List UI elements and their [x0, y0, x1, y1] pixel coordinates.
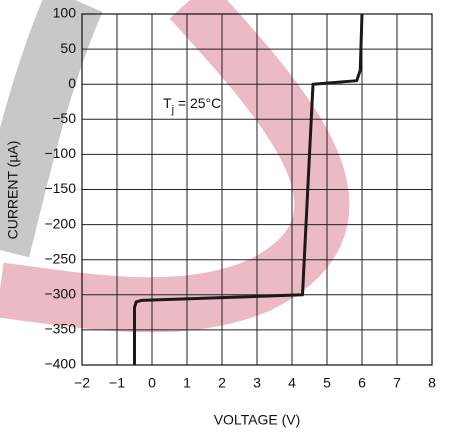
- y-axis-label: CURRENT (µA): [5, 141, 21, 240]
- x-tick-label: 1: [183, 375, 191, 391]
- y-tick-label: −200: [44, 215, 76, 231]
- x-axis-label: VOLTAGE (V): [214, 412, 301, 428]
- annotation-text: T: [163, 95, 172, 111]
- y-tick-label: −350: [44, 321, 76, 337]
- x-tick-label: 0: [148, 375, 156, 391]
- x-tick-label: 4: [288, 375, 296, 391]
- watermark-grey: [0, 0, 103, 258]
- plot-frame: [81, 13, 433, 366]
- x-tick-label: −2: [74, 375, 90, 391]
- y-tick-label: 100: [53, 5, 77, 21]
- y-tick-label: −100: [44, 145, 76, 161]
- curve: [133, 13, 364, 365]
- x-tick-label: 8: [428, 375, 436, 391]
- y-tick-label: −250: [44, 250, 76, 266]
- x-tick-label: −1: [109, 375, 125, 391]
- annotation: Tj = 25°C: [163, 95, 221, 116]
- y-tick-label: 50: [60, 40, 76, 56]
- y-tick-label: 0: [68, 75, 76, 91]
- y-tick-label: −300: [44, 286, 76, 302]
- x-tick-label: 5: [323, 375, 331, 391]
- watermark-pink: [0, 0, 350, 333]
- annotation-subscript: j: [171, 104, 174, 116]
- x-tick-label: 6: [358, 375, 366, 391]
- y-tick-label: −400: [44, 356, 76, 372]
- y-tick-label: −50: [52, 110, 76, 126]
- x-tick-label: 3: [253, 375, 261, 391]
- x-tick-label: 2: [218, 375, 226, 391]
- y-tick-label: −150: [44, 180, 76, 196]
- annotation-text: = 25°C: [174, 95, 221, 111]
- x-tick-label: 7: [393, 375, 401, 391]
